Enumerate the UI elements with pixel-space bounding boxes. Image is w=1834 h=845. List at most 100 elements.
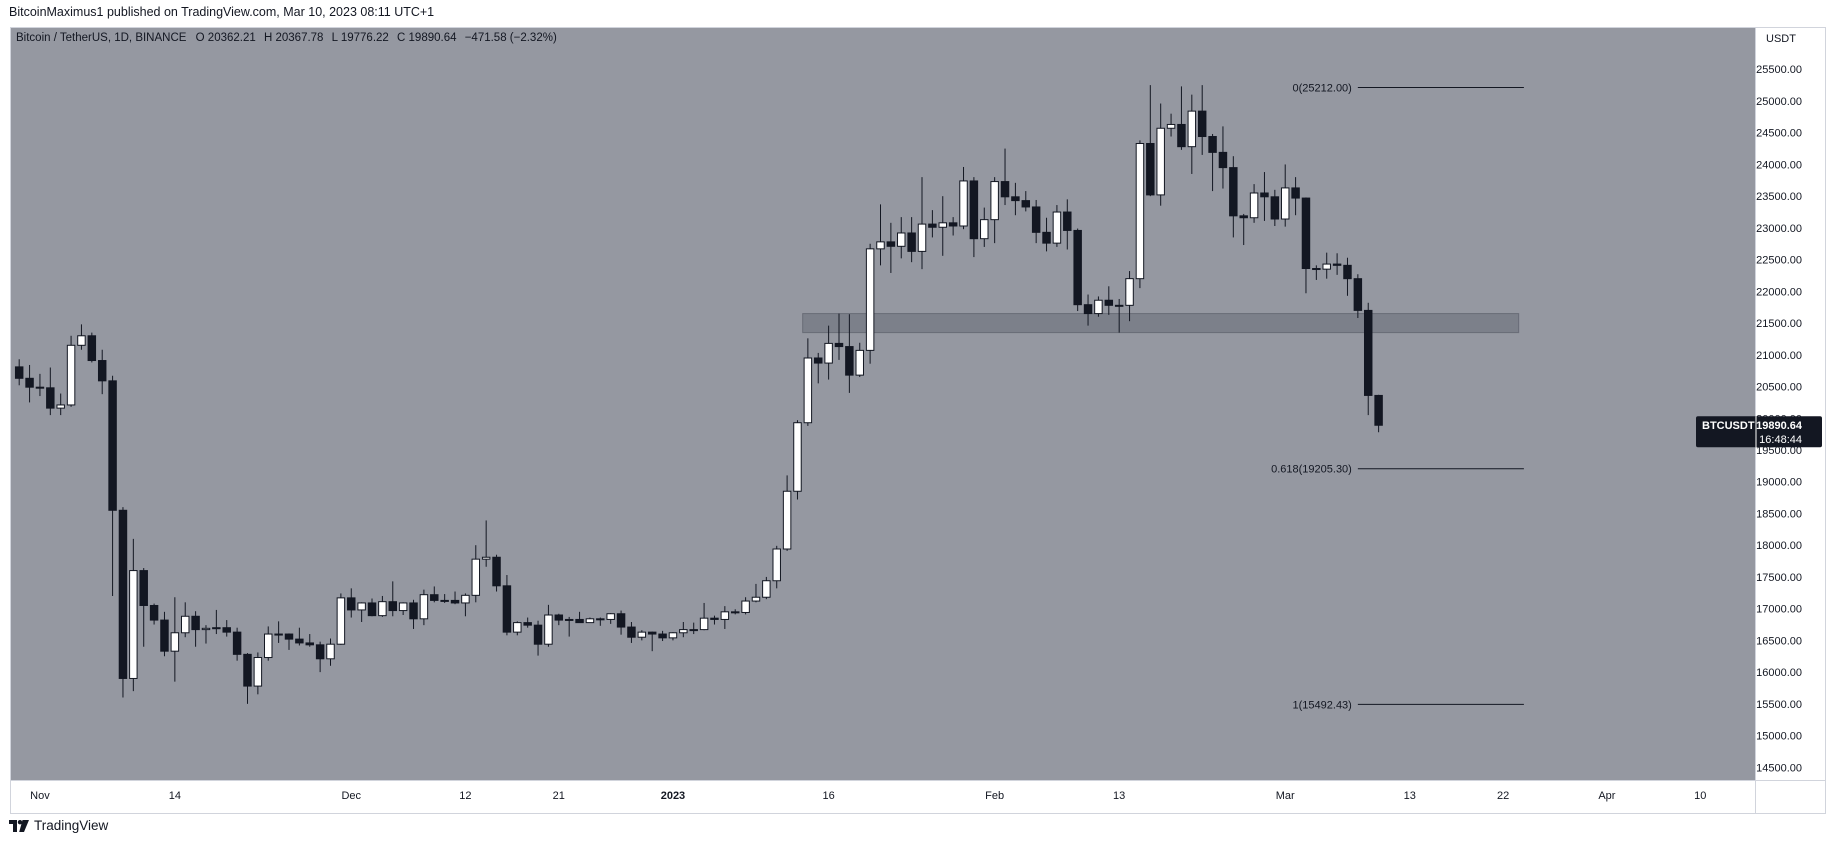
candle [897,217,906,259]
price-axis-unit: USDT [1766,33,1796,45]
candle [25,364,34,403]
candle-body-down [1343,264,1352,280]
candle-body-up [1322,263,1331,270]
candle-body-down [969,180,979,240]
candle-body-down [87,335,97,362]
candle [1042,217,1051,252]
candle-body-up [917,223,927,252]
time-tick-label: 16 [822,790,834,802]
legend-high-value: 20367.78 [275,32,323,44]
fib-level-label: 0.618(19205.30) [1271,464,1352,476]
chart-frame[interactable]: 0(25212.00) 0.618(19205.30) 1(15492.43) 25… [10,27,1826,814]
legend-low-label: L [332,32,339,44]
candle-body-up [461,594,470,604]
symbol-legend[interactable]: Bitcoin / TetherUS, 1D, BINANCE O 20362.… [16,32,557,44]
candle-body-down [1021,200,1031,208]
candle [1197,85,1207,155]
fib-level-label: 0(25212.00) [1293,83,1352,95]
candle [471,545,481,603]
price-tag-symbol: BTCUSDT [1702,420,1755,432]
candle [720,606,730,629]
candle-body-up [66,344,76,406]
candle-body-down [243,653,252,687]
candle-body-down [1332,263,1342,266]
time-axis[interactable]: Nov 14 Dec 12 21 2023 16 Feb 13 Mar 13 22 Apr 10 [30,790,1706,802]
candle [1083,294,1093,326]
legend-open-label: O [196,32,205,44]
candle [855,342,864,378]
footer-brand[interactable]: TradingView [9,818,108,833]
candlestick-chart[interactable]: 0(25212.00) 0.618(19205.30) 1(15492.43) 25… [11,28,1825,813]
candle [1312,265,1321,280]
candle-body-up [336,597,346,645]
candle [585,617,595,624]
candle-body-down [1083,304,1093,315]
candle [544,604,553,647]
plot-background [11,28,1755,780]
candle-body-up [253,657,263,687]
price-tick-label: 24500.00 [1756,128,1802,140]
candle-body-up [1249,192,1259,219]
support-resistance-zone-layer [802,313,1520,334]
svg-text:Bitcoin / TetherUS, 1D, BINANC: Bitcoin / TetherUS, 1D, BINANCE O 20362.… [16,32,557,44]
candle [980,207,989,247]
candle [378,595,387,617]
tradingview-logo-icon [9,819,29,832]
candle-body-up [876,241,885,250]
legend-close-label: C [397,32,405,44]
candle [1156,103,1165,206]
price-tick-label: 16500.00 [1756,635,1802,647]
candle-body-down [14,366,24,379]
candle [66,335,76,407]
candle-body-up [1156,127,1165,196]
candle [1146,85,1155,197]
candle [1239,213,1248,246]
candle-body-up [1125,278,1134,306]
candle-body-up [1135,142,1145,280]
candle-body-down [492,556,501,587]
candle [1218,126,1228,189]
candle [149,603,159,625]
price-tick-label: 21000.00 [1756,350,1802,362]
candle-body-up [606,613,615,620]
legend-symbol: Bitcoin / TetherUS, 1D, BINANCE [16,32,187,44]
candle [347,588,356,618]
candle [803,338,813,426]
candle [1353,274,1363,319]
candle-body-up [897,232,906,247]
candle [274,621,283,643]
price-tag-price: 19890.64 [1756,420,1803,432]
candle-body-down [647,631,657,635]
price-tick-label: 25500.00 [1756,64,1802,76]
publisher-name[interactable]: BitcoinMaximus1 [9,5,104,19]
candle [990,177,999,244]
candle [222,620,231,637]
candle [1187,94,1197,174]
candle-body-down [907,232,916,252]
candle-body-down [1031,206,1041,233]
candle-body-down [533,624,543,645]
candle [1301,197,1311,294]
price-tick-label: 19500.00 [1756,445,1802,457]
candle [689,622,698,635]
candle [481,520,491,567]
candle [751,583,761,603]
candle-body-up [1187,110,1197,148]
candle-body-down [1353,278,1363,311]
candle [948,217,958,236]
candle [284,633,294,650]
time-tick-label: 13 [1404,790,1416,802]
time-tick-label: Mar [1276,790,1295,802]
candle-body-down [710,617,719,620]
candle-body-down [232,631,242,655]
current-price-tag[interactable]: BTCUSDT 19890.64 16:48:44 [1696,416,1822,448]
candle [243,653,252,704]
candle [1177,86,1186,150]
candle [450,591,460,605]
candle-body-down [554,614,564,621]
price-tick-label: 22000.00 [1756,286,1802,298]
fib-level-label: 1(15492.43) [1293,699,1352,711]
price-tick-label: 15500.00 [1756,699,1802,711]
candle [741,597,750,615]
candle-body-down [1208,136,1217,153]
